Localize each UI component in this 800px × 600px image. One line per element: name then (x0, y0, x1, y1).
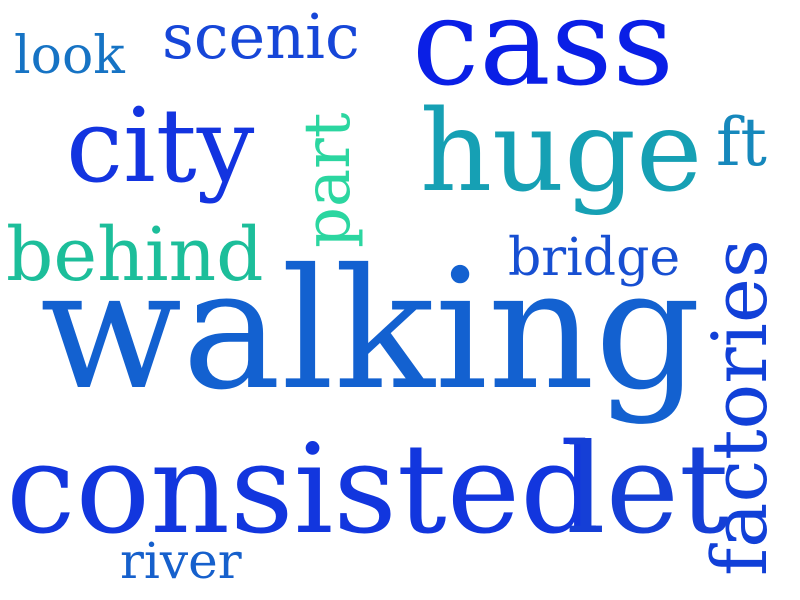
word-walking: walking (40, 234, 702, 427)
word-let: let (566, 418, 729, 562)
word-river: river (120, 532, 242, 590)
word-consisted: consisted (6, 418, 600, 562)
word-city: city (66, 87, 255, 206)
word-behind: behind (6, 212, 264, 298)
word-part: part (291, 112, 365, 248)
word-huge: huge (420, 87, 703, 217)
word-cass: cass (412, 0, 674, 113)
word-ft: ft (716, 104, 767, 181)
word-scenic: scenic (162, 0, 360, 73)
word-bridge: bridge (508, 228, 681, 288)
word-look: look (14, 26, 125, 86)
